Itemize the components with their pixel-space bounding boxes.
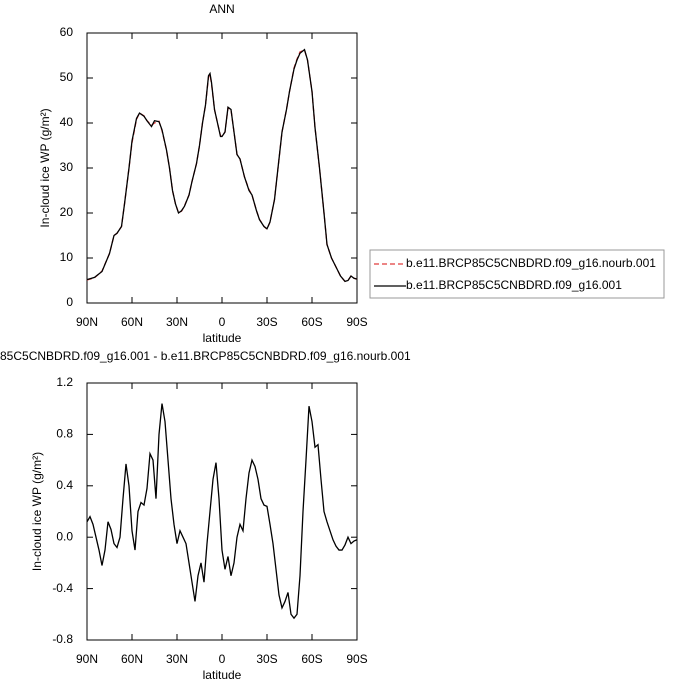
x-tick-label: 30S <box>256 315 277 329</box>
y-tick-label: 0.8 <box>56 427 73 441</box>
y-tick-label: 0.4 <box>56 478 73 492</box>
x-tick-label: 60S <box>301 315 322 329</box>
chart-title: 85C5CNBDRD.f09_g16.001 - b.e11.BRCP85C5C… <box>0 349 411 363</box>
x-tick-label: 90S <box>346 315 367 329</box>
x-axis-label: latitude <box>203 331 242 345</box>
x-tick-label: 0 <box>219 652 226 666</box>
y-tick-label: 10 <box>60 250 74 264</box>
plot-frame <box>86 382 358 641</box>
x-tick-label: 30N <box>166 315 188 329</box>
y-tick-label: 30 <box>60 160 74 174</box>
data-line <box>86 49 358 283</box>
y-tick-label: -0.8 <box>52 632 73 646</box>
x-tick-label: 30S <box>256 652 277 666</box>
y-tick-label: 40 <box>60 115 74 129</box>
x-tick-label: 60N <box>121 652 143 666</box>
y-axis-label: In-cloud ice WP (g/m²) <box>30 452 44 571</box>
y-tick-label: 1.2 <box>56 375 73 389</box>
chart-title: ANN <box>209 2 234 16</box>
x-tick-label: 60S <box>301 652 322 666</box>
legend-box <box>369 249 665 299</box>
y-tick-label: 0 <box>66 295 73 309</box>
data-line <box>86 48 358 283</box>
plot-frame <box>86 32 358 304</box>
x-tick-label: 0 <box>219 315 226 329</box>
x-tick-label: 90N <box>76 315 98 329</box>
x-tick-label: 30N <box>166 652 188 666</box>
legend-label: b.e11.BRCP85C5CNBDRD.f09_g16.001 <box>406 278 622 292</box>
data-line <box>86 403 358 620</box>
y-tick-label: 20 <box>60 205 74 219</box>
legend-label: b.e11.BRCP85C5CNBDRD.f09_g16.nourb.001 <box>406 256 656 270</box>
x-tick-label: 90S <box>346 652 367 666</box>
x-tick-label: 90N <box>76 652 98 666</box>
y-tick-label: -0.4 <box>52 581 73 595</box>
x-axis-label: latitude <box>203 668 242 682</box>
y-tick-label: 60 <box>60 25 74 39</box>
y-tick-label: 50 <box>60 70 74 84</box>
x-tick-label: 60N <box>121 315 143 329</box>
y-axis-label: In-cloud ice WP (g/m²) <box>38 108 52 227</box>
legend: b.e11.BRCP85C5CNBDRD.f09_g16.nourb.001 b.… <box>369 249 665 299</box>
y-tick-label: 0.0 <box>56 529 73 543</box>
